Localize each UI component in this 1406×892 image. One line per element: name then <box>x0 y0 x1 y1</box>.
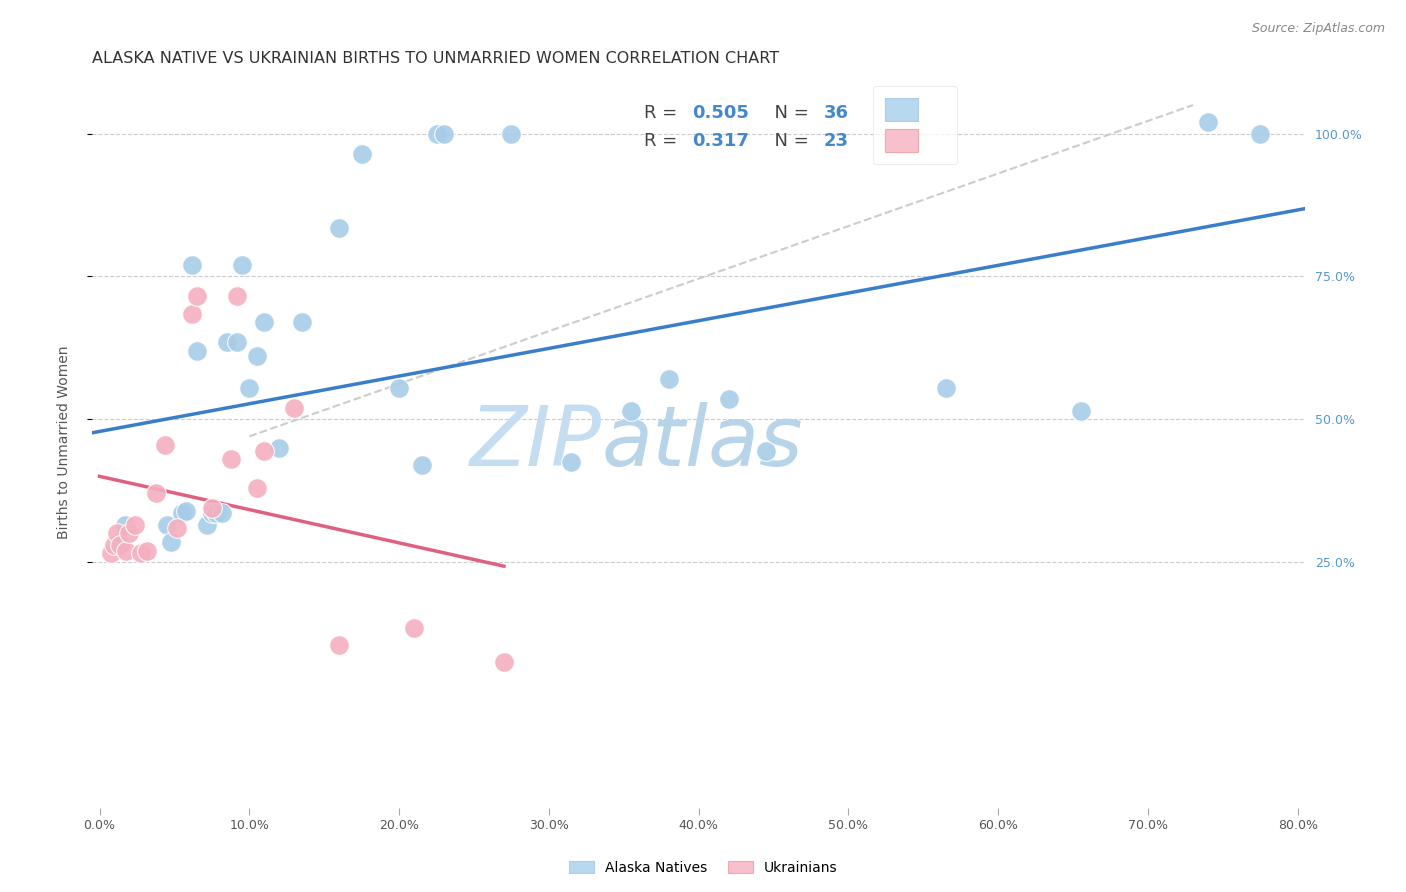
Point <box>246 481 269 495</box>
Y-axis label: Births to Unmarried Women: Births to Unmarried Women <box>58 345 72 539</box>
Text: 0.505: 0.505 <box>693 103 749 121</box>
Text: atlas: atlas <box>602 401 803 483</box>
Point <box>717 392 740 407</box>
Point <box>935 381 957 395</box>
Point <box>156 517 179 532</box>
Point <box>118 526 141 541</box>
Point <box>253 443 276 458</box>
Point <box>226 289 249 303</box>
Point <box>226 335 249 350</box>
Point <box>114 517 136 532</box>
Text: Source: ZipAtlas.com: Source: ZipAtlas.com <box>1251 22 1385 36</box>
Point <box>411 458 433 472</box>
Point <box>246 350 269 364</box>
Point <box>181 307 204 321</box>
Point <box>658 372 681 386</box>
Text: 0.317: 0.317 <box>693 132 749 150</box>
Text: ALASKA NATIVE VS UKRAINIAN BIRTHS TO UNMARRIED WOMEN CORRELATION CHART: ALASKA NATIVE VS UKRAINIAN BIRTHS TO UNM… <box>91 51 779 66</box>
Point <box>221 452 243 467</box>
Point <box>350 146 373 161</box>
Point <box>201 507 224 521</box>
Point <box>402 621 425 635</box>
Point <box>124 517 146 532</box>
Point <box>131 546 153 560</box>
Point <box>1197 115 1219 129</box>
Point <box>176 503 198 517</box>
Point <box>388 381 411 395</box>
Point <box>215 335 238 350</box>
Point <box>492 655 515 669</box>
Point <box>186 289 208 303</box>
Point <box>238 381 260 395</box>
Point <box>160 535 183 549</box>
Point <box>1070 403 1092 417</box>
Point <box>195 517 218 532</box>
Point <box>328 221 350 235</box>
Text: 36: 36 <box>824 103 849 121</box>
Text: N =: N = <box>763 132 814 150</box>
Legend:   ,   : , <box>873 86 956 164</box>
Point <box>1249 127 1271 141</box>
Point <box>110 538 132 552</box>
Point <box>103 538 125 552</box>
Point <box>145 486 167 500</box>
Point <box>115 543 138 558</box>
Point <box>155 438 177 452</box>
Point <box>100 546 122 560</box>
Point <box>291 315 314 329</box>
Point <box>107 526 129 541</box>
Text: R =: R = <box>644 103 683 121</box>
Point <box>170 507 193 521</box>
Point <box>231 258 253 272</box>
Point <box>425 127 447 141</box>
Text: R =: R = <box>644 132 689 150</box>
Point <box>560 455 582 469</box>
Point <box>136 543 159 558</box>
Text: N =: N = <box>763 103 814 121</box>
Text: 23: 23 <box>824 132 849 150</box>
Point <box>620 403 643 417</box>
Point <box>433 127 456 141</box>
Point <box>201 500 224 515</box>
Point <box>205 507 228 521</box>
Point <box>283 401 305 415</box>
Legend: Alaska Natives, Ukrainians: Alaska Natives, Ukrainians <box>562 855 844 880</box>
Text: ZIP: ZIP <box>470 401 602 483</box>
Point <box>211 507 233 521</box>
Point <box>755 443 778 458</box>
Point <box>501 127 523 141</box>
Point <box>269 441 291 455</box>
Point <box>181 258 204 272</box>
Point <box>186 343 208 358</box>
Point <box>328 638 350 652</box>
Point <box>108 535 131 549</box>
Point <box>166 521 188 535</box>
Point <box>253 315 276 329</box>
